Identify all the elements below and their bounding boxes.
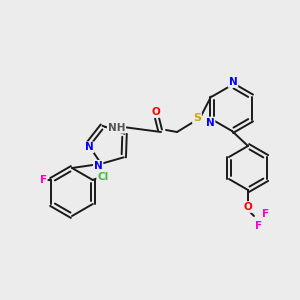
Text: N: N bbox=[94, 161, 103, 171]
Text: O: O bbox=[152, 107, 160, 117]
Text: N: N bbox=[85, 142, 93, 152]
Text: Cl: Cl bbox=[97, 172, 108, 182]
Text: S: S bbox=[193, 113, 201, 123]
Text: N: N bbox=[229, 77, 237, 87]
Text: F: F bbox=[40, 175, 47, 185]
Text: F: F bbox=[255, 221, 262, 231]
Text: N: N bbox=[206, 118, 214, 128]
Text: F: F bbox=[262, 209, 270, 219]
Text: NH: NH bbox=[108, 123, 125, 133]
Text: O: O bbox=[244, 202, 252, 212]
